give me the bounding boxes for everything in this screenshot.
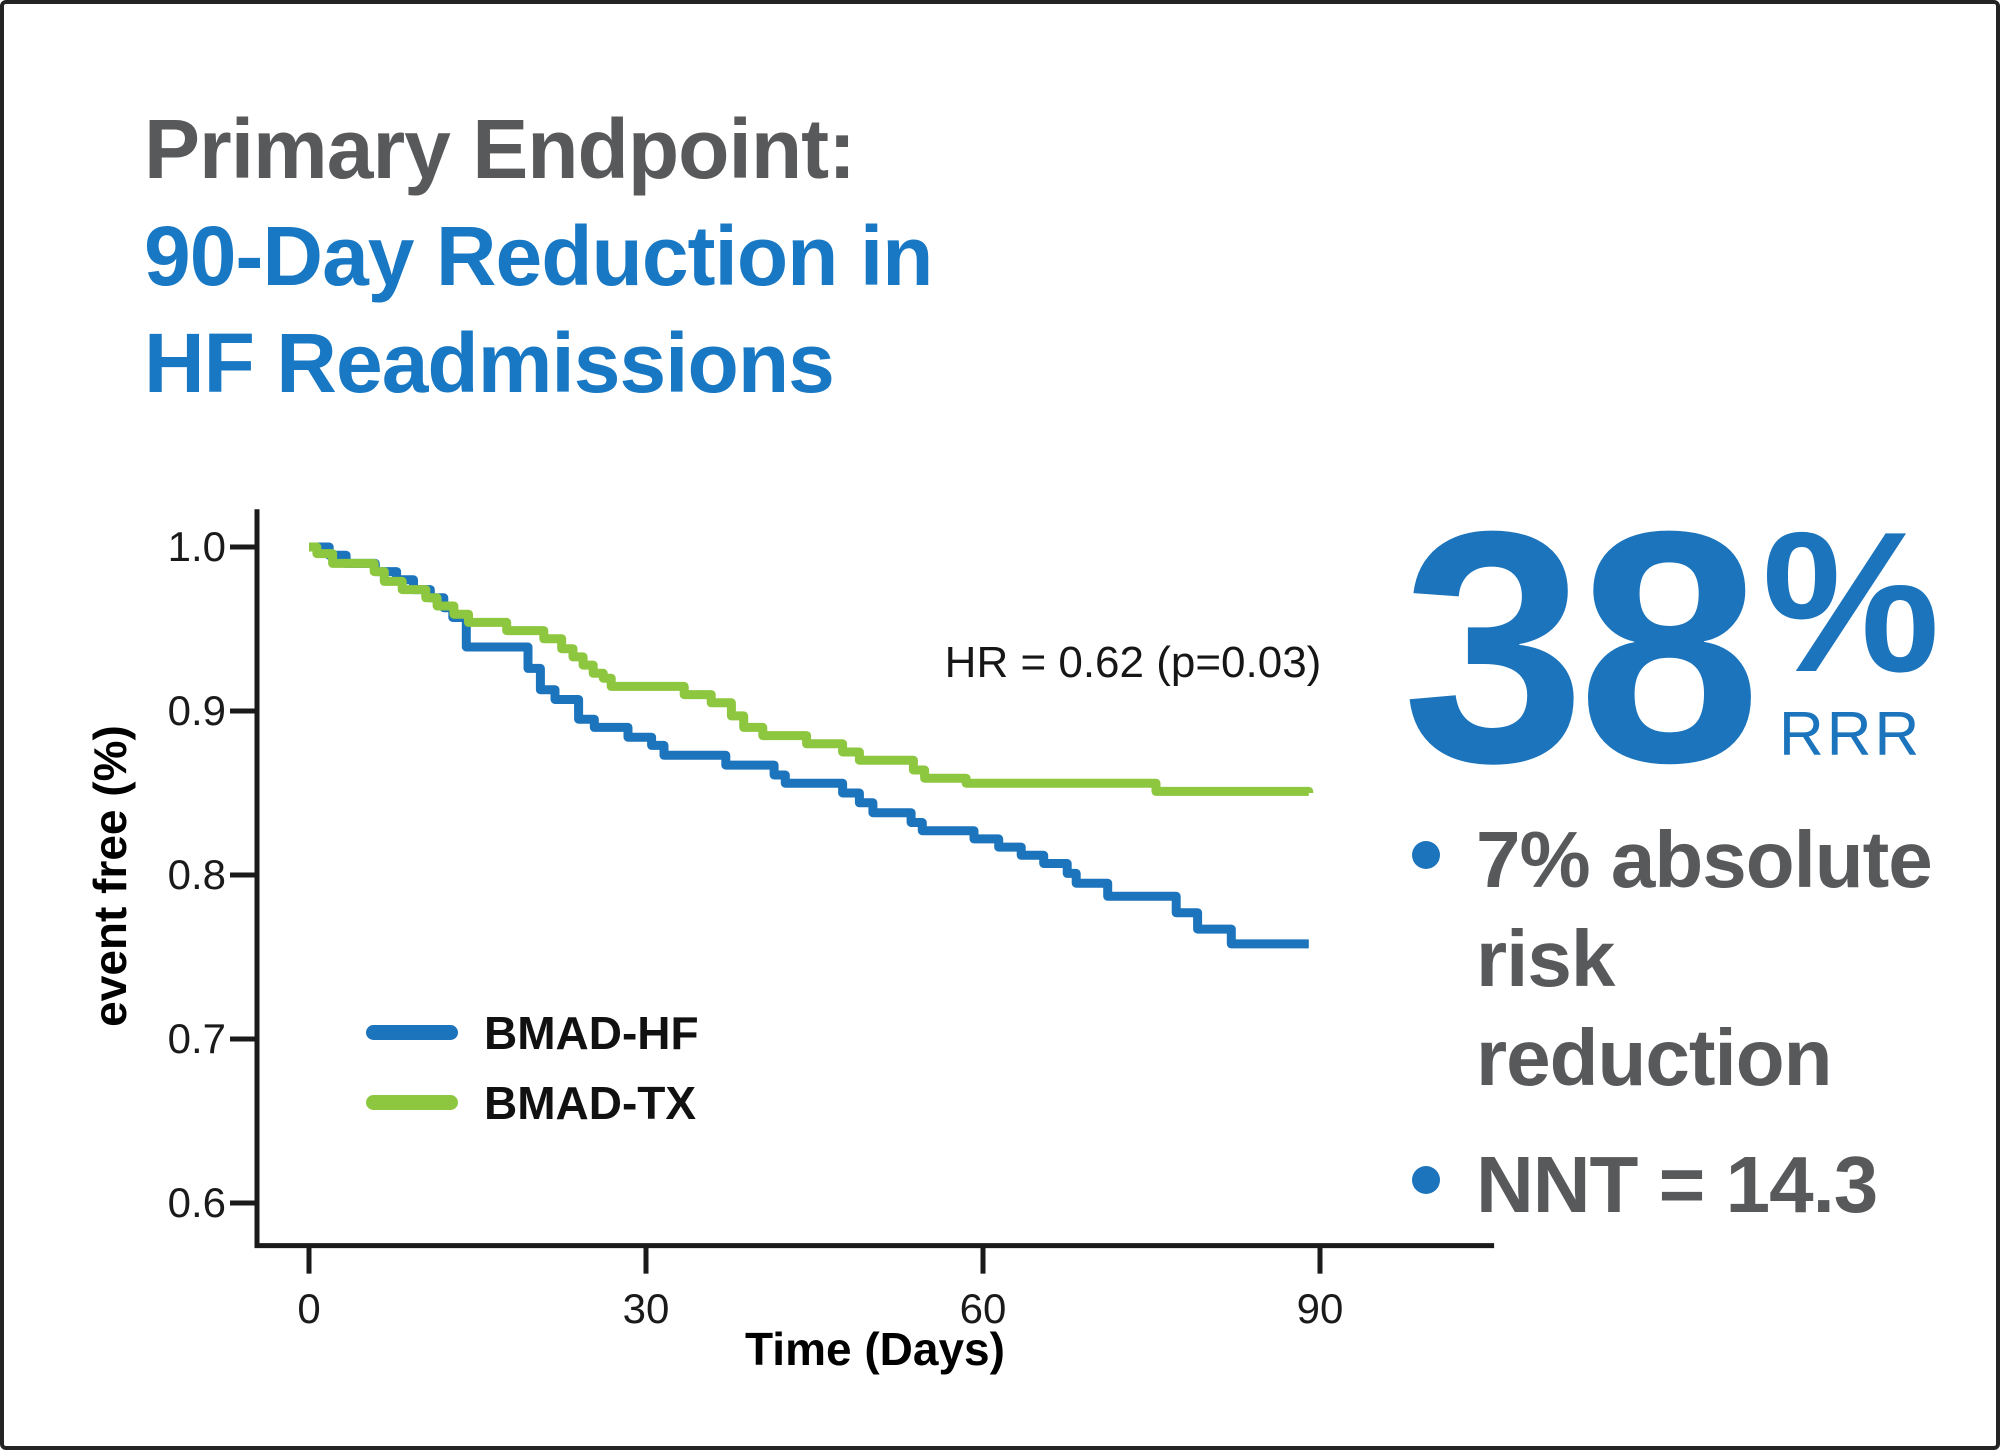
title-line-1: Primary Endpoint:	[144, 102, 856, 196]
y-tick-label: 0.8	[167, 851, 226, 898]
x-tick-label: 30	[622, 1284, 670, 1332]
rrr-big-number: 38	[1402, 462, 1761, 831]
hazard-ratio-annotation: HR = 0.62 (p=0.03)	[944, 638, 1322, 687]
y-tick-label: 1.0	[167, 523, 226, 570]
rrr-label: RRR	[1779, 700, 1923, 769]
legend-label: BMAD-TX	[484, 1076, 697, 1129]
curve-bmad-tx	[309, 542, 1314, 796]
key-finding-item: NNT = 14.3	[1412, 1135, 1972, 1234]
key-finding-item: 7% absolute risk reduction	[1412, 810, 1972, 1107]
x-tick-label: 0	[297, 1284, 321, 1332]
bullet-dot-icon	[1412, 1166, 1440, 1194]
legend-item: BMAD-HF	[366, 1007, 699, 1059]
km-survival-chart	[230, 509, 1495, 1274]
x-tick-label: 90	[1296, 1284, 1344, 1332]
legend-swatch	[366, 1025, 458, 1040]
x-tick-label: 60	[959, 1284, 1007, 1332]
rrr-percent-sign: %	[1762, 491, 1940, 714]
key-findings-list: 7% absolute risk reduction NNT = 14.3	[1412, 810, 1972, 1262]
y-tick-label: 0.7	[167, 1015, 226, 1062]
x-axis-title: Time (Days)	[745, 1323, 1005, 1375]
page-title: Primary Endpoint: 90-Day Reduction in HF…	[144, 96, 933, 417]
title-line-3: HF Readmissions	[144, 316, 835, 410]
legend-item: BMAD-TX	[366, 1077, 699, 1129]
bullet-dot-icon	[1412, 841, 1440, 869]
key-finding-text: 7% absolute risk reduction	[1476, 815, 1933, 1102]
chart-legend: BMAD-HF BMAD-TX	[366, 1007, 699, 1129]
y-tick-label: 0.9	[167, 687, 226, 734]
title-line-2: 90-Day Reduction in	[144, 209, 933, 303]
key-finding-text: NNT = 14.3	[1476, 1140, 1878, 1229]
legend-label: BMAD-HF	[484, 1006, 699, 1059]
legend-swatch	[366, 1095, 458, 1110]
y-tick-label: 0.6	[167, 1179, 226, 1226]
